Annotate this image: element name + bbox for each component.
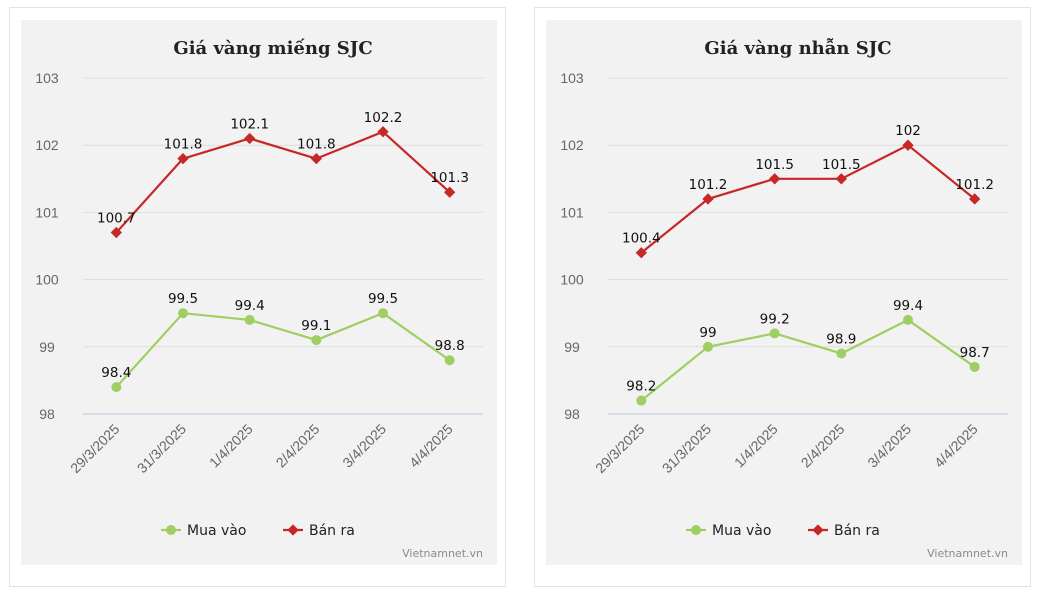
- data-label: 102: [895, 123, 921, 139]
- chart-panel: Giá vàng nhẫn SJC 98 99 100 101 102 103 29/3/20…: [546, 20, 1022, 565]
- chart-title: Giá vàng nhẫn SJC: [704, 37, 891, 59]
- x-tick-label: 2/4/2025: [798, 421, 848, 471]
- data-label: 102.1: [230, 116, 269, 132]
- legend-label-mua-vao: Mua vào: [712, 523, 771, 539]
- data-label: 100.4: [622, 231, 661, 247]
- legend-label-ban-ra: Bán ra: [834, 523, 880, 539]
- data-label: 98.4: [101, 365, 131, 381]
- data-point-ban-ra: [969, 193, 981, 205]
- x-tick-label: 1/4/2025: [731, 421, 781, 471]
- legend-label-mua-vao: Mua vào: [187, 523, 246, 539]
- data-label: 98.8: [435, 338, 465, 354]
- chart-card-right: Giá vàng nhẫn SJC 98 99 100 101 102 103 29/3/20…: [534, 7, 1031, 587]
- legend-label-ban-ra: Bán ra: [309, 523, 355, 539]
- legend-marker-mua-vao: [691, 525, 701, 535]
- y-tick-label: 101: [560, 204, 584, 220]
- y-tick-label: 100: [560, 272, 584, 288]
- y-tick-label: 99: [39, 339, 55, 355]
- x-tick-label: 31/3/2025: [659, 421, 715, 477]
- chart-nhansjc: Giá vàng nhẫn SJC 98 99 100 101 102 103 29/3/20…: [560, 37, 1008, 560]
- y-tick-label: 98: [564, 406, 580, 422]
- data-point-ban-ra: [835, 173, 847, 185]
- data-point-mua-vao: [311, 335, 322, 346]
- data-point-mua-vao: [444, 355, 455, 366]
- series-line-mua-vao: [640, 318, 976, 402]
- chart-card-left: Giá vàng miếng SJC 98 99 100 101 102 103 29/3/2…: [9, 7, 506, 587]
- data-point-mua-vao: [111, 382, 122, 393]
- data-label: 99.1: [301, 318, 331, 334]
- chart-panel: Giá vàng miếng SJC 98 99 100 101 102 103 29/3/2…: [21, 20, 497, 565]
- credit-text: Vietnamnet.vn: [402, 547, 483, 560]
- data-point-ban-ra: [444, 186, 456, 198]
- data-point-ban-ra: [310, 152, 322, 165]
- data-label: 100.7: [97, 211, 136, 227]
- y-tick-label: 102: [35, 137, 59, 153]
- x-tick-label: 4/4/2025: [406, 421, 456, 471]
- y-tick-label: 100: [35, 272, 59, 288]
- y-tick-label: 99: [564, 339, 580, 355]
- y-tick-label: 98: [39, 406, 55, 422]
- data-point-ban-ra: [177, 152, 189, 165]
- data-point-mua-vao: [836, 348, 847, 359]
- data-label: 99.5: [368, 291, 398, 307]
- series-line-mua-vao: [115, 312, 451, 388]
- data-label: 99.4: [893, 298, 923, 314]
- data-label: 98.2: [626, 379, 656, 395]
- data-point-mua-vao: [378, 308, 388, 319]
- data-label: 101.5: [822, 157, 861, 173]
- credit-text: Vietnamnet.vn: [927, 547, 1008, 560]
- data-label: 99: [699, 325, 716, 341]
- x-tick-label: 31/3/2025: [134, 421, 190, 477]
- data-label: 99.2: [760, 311, 790, 327]
- data-point-mua-vao: [969, 361, 980, 372]
- x-tick-label: 4/4/2025: [931, 421, 981, 471]
- legend-marker-ban-ra: [812, 524, 824, 536]
- data-label: 101.8: [297, 137, 336, 153]
- data-point-ban-ra: [377, 126, 389, 138]
- chart-miengsjc: Giá vàng miếng SJC 98 99 100 101 102 103 29/3/2…: [35, 37, 483, 560]
- data-point-mua-vao: [703, 341, 713, 352]
- data-label: 101.2: [689, 177, 728, 193]
- x-tick-label: 3/4/2025: [339, 421, 389, 471]
- data-point-mua-vao: [244, 314, 255, 325]
- data-point-ban-ra: [702, 193, 714, 205]
- legend-marker-ban-ra: [287, 524, 299, 536]
- data-point-ban-ra: [769, 173, 781, 185]
- data-point-mua-vao: [769, 328, 780, 339]
- legend-marker-mua-vao: [166, 525, 176, 535]
- data-label: 102.2: [364, 110, 403, 126]
- y-tick-label: 101: [35, 204, 59, 220]
- x-tick-label: 1/4/2025: [206, 421, 256, 471]
- data-label: 99.4: [235, 298, 265, 314]
- x-tick-label: 29/3/2025: [592, 421, 648, 477]
- data-point-mua-vao: [178, 308, 188, 319]
- x-tick-label: 2/4/2025: [273, 421, 323, 471]
- series-line-ban-ra: [115, 130, 451, 234]
- data-point-mua-vao: [903, 314, 913, 325]
- data-label: 98.9: [826, 332, 856, 348]
- data-label: 98.7: [960, 345, 990, 361]
- data-label: 101.2: [955, 177, 994, 193]
- data-label: 101.8: [164, 137, 203, 153]
- data-label: 101.5: [755, 157, 794, 173]
- data-point-ban-ra: [244, 132, 256, 145]
- y-tick-label: 103: [35, 70, 59, 86]
- data-label: 101.3: [430, 170, 469, 186]
- x-tick-label: 3/4/2025: [864, 421, 914, 471]
- data-label: 99.5: [168, 291, 198, 307]
- chart-title: Giá vàng miếng SJC: [173, 37, 372, 59]
- y-tick-label: 102: [560, 137, 584, 153]
- x-tick-label: 29/3/2025: [67, 421, 123, 477]
- data-point-mua-vao: [636, 395, 647, 406]
- y-tick-label: 103: [560, 70, 584, 86]
- series-line-ban-ra: [640, 144, 976, 254]
